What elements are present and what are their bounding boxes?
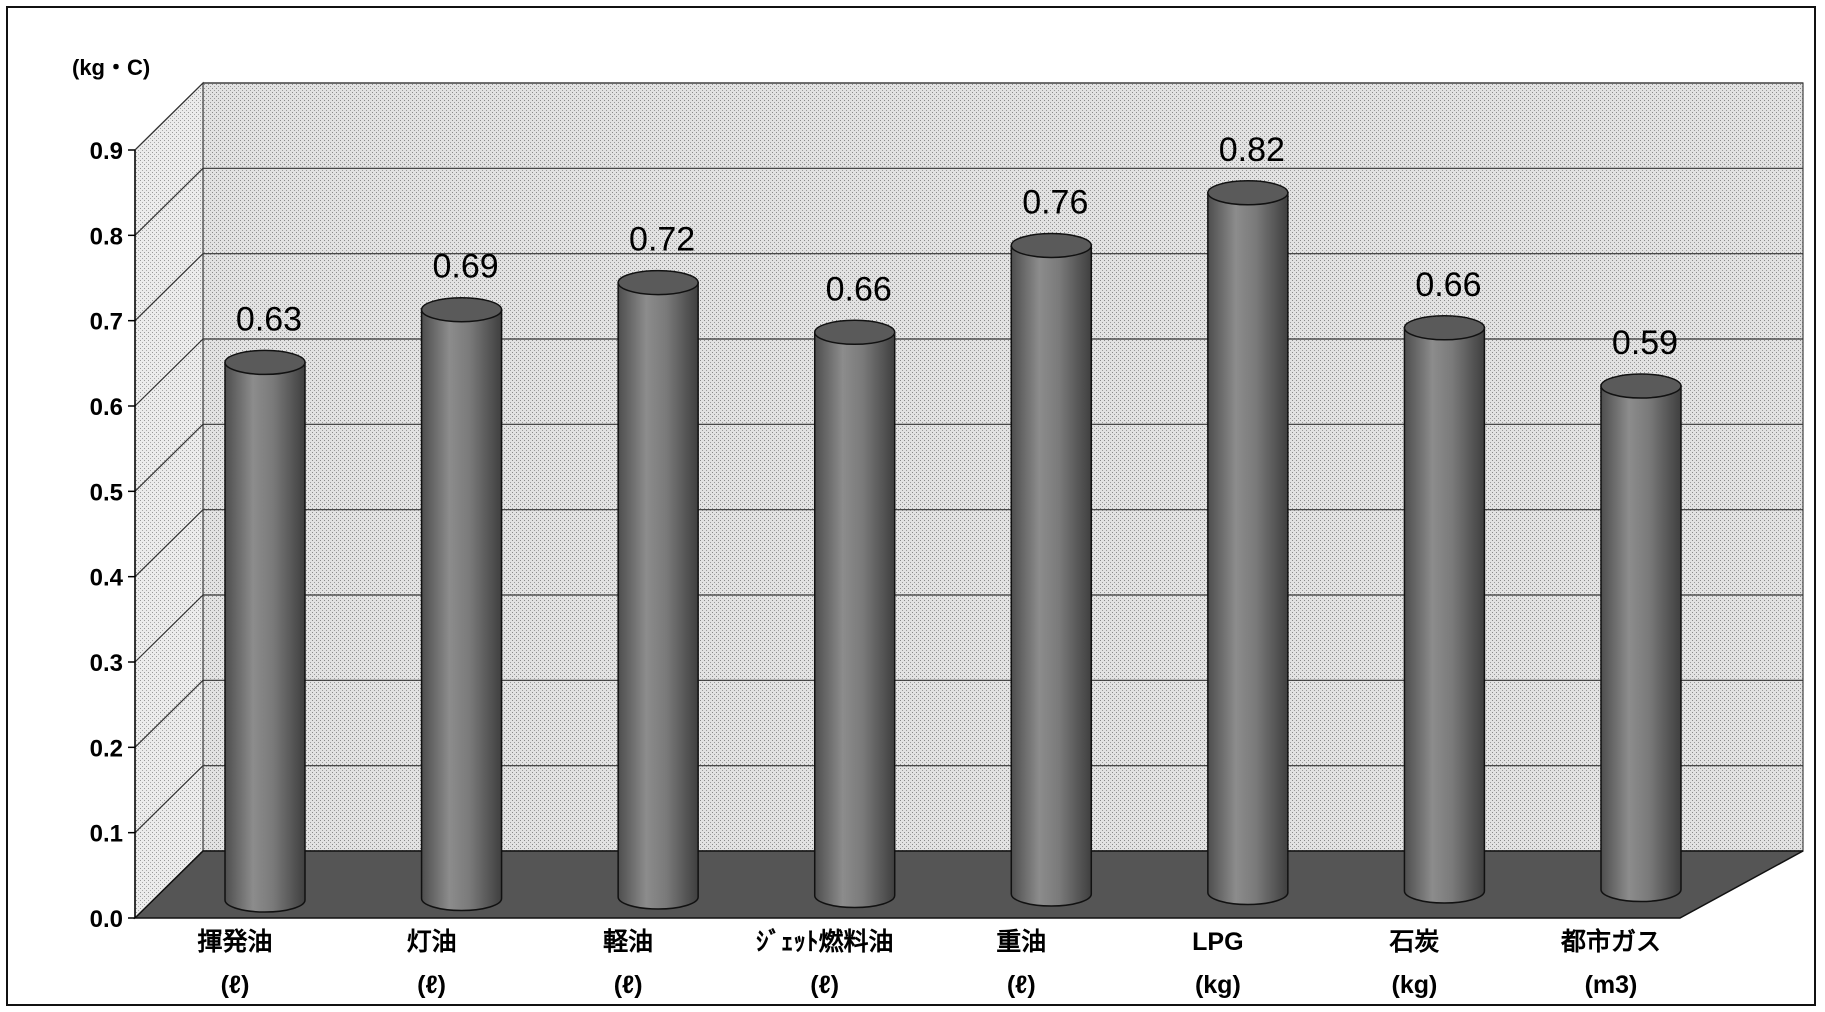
gridline-side [134,423,204,492]
bar-body [1600,385,1682,903]
y-unit-label: (kg・C) [72,55,150,80]
side-wall [134,81,204,920]
y-tick-label: 0.3 [90,650,123,677]
x-tick-unit-label: (kg) [1392,971,1438,999]
value-label: 0.69 [432,248,498,286]
y-tick-label: 0.8 [90,223,123,250]
bar-top [224,349,306,376]
bar [813,319,896,909]
bar-top [1403,315,1486,341]
bar-body [1207,192,1289,906]
y-tick-label: 0.9 [90,138,123,165]
x-tick-label: 灯油 [407,928,457,956]
bar [617,269,699,910]
x-tick-label: 石炭 [1388,927,1439,956]
y-tick-label: 0.5 [90,479,123,506]
gridline-side [134,594,204,663]
bar [1207,180,1289,906]
bar [224,349,306,913]
x-tick-unit-label: (m3) [1585,971,1638,999]
x-tick-label: 重油 [996,928,1046,956]
y-tick-label: 0.2 [90,735,123,762]
bar-top [1600,373,1682,399]
x-tick-unit-label: (ℓ) [221,971,250,999]
value-label: 0.76 [1022,183,1088,221]
bar-body [1403,327,1486,904]
x-axis: 揮発油 (ℓ) 灯油 (ℓ) 軽油 (ℓ) ｼﾞｪｯﾄ燃料油 (ℓ) 重油 (ℓ) LPG (kg) 石… [197,927,1661,999]
gridline-side [134,167,204,236]
gridline-side [134,82,204,151]
bar-top [420,296,503,323]
value-label: 0.72 [629,221,695,259]
chart-floor [133,850,1804,919]
x-tick-unit-label: (ℓ) [614,971,643,999]
y-tick-label: 0.1 [90,821,123,848]
floor-plane [133,850,1804,919]
bar [1403,315,1486,904]
bar-body [1010,244,1093,907]
bar-body [813,331,896,909]
x-tick-label: ｼﾞｪｯﾄ燃料油 [756,927,894,956]
x-tick-unit-label: (ℓ) [810,971,839,999]
x-tick-unit-label: (kg) [1195,971,1241,999]
x-tick-unit-label: (ℓ) [1007,971,1036,999]
value-label: 0.66 [826,270,892,308]
x-tick-label: 都市ガス [1560,927,1661,956]
gridline-side [134,253,204,322]
gridline-side [134,765,204,834]
plot-walls [134,81,1804,920]
bar-top [617,269,699,296]
bar [1010,232,1093,907]
y-tick-label: 0.6 [90,394,123,421]
x-tick-label: 揮発油 [197,928,272,956]
value-label: 0.82 [1219,131,1285,169]
y-tick-label: 0.7 [90,309,123,336]
bar-top [813,319,896,346]
x-tick-unit-label: (ℓ) [417,971,446,999]
bar [420,296,503,912]
bars [224,180,1682,913]
y-axis: (kg・C) 0.0 0.1 0.2 0.3 0.4 0.5 0.6 0.7 0.8 0.9 [72,55,150,933]
bar-top [1010,232,1093,259]
bar-top [1207,180,1289,206]
y-tick-label: 0.0 [90,906,123,933]
bar [1600,373,1682,903]
gridline-side [134,338,204,407]
x-tick-label: 軽油 [603,928,653,956]
y-tick-label: 0.4 [90,565,124,592]
value-label: 0.63 [236,300,302,338]
gridline-side [134,509,204,578]
bar-body [420,308,503,912]
bar-body [617,281,699,910]
value-label: 0.59 [1612,324,1678,362]
gridline-side [134,679,204,748]
bar-body [224,361,306,913]
x-tick-label: LPG [1192,928,1243,956]
value-labels: 0.63 0.69 0.72 0.66 0.76 0.82 0.66 0.59 [236,131,1678,362]
value-label: 0.66 [1415,266,1481,304]
